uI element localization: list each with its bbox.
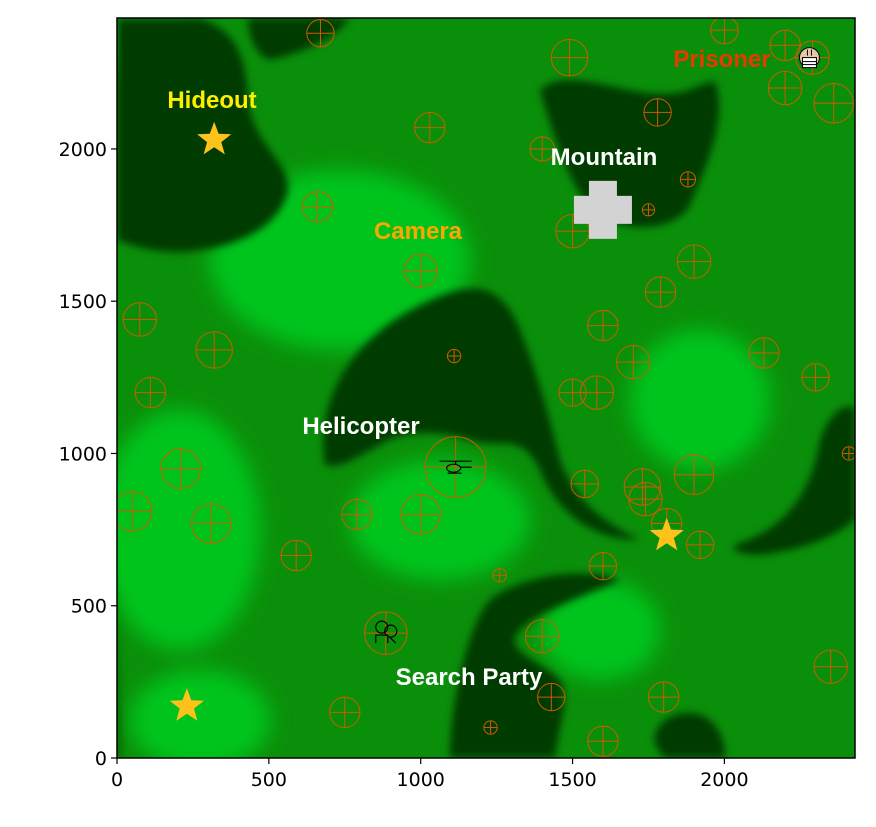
camera-marker (122, 302, 157, 337)
mountain (573, 180, 632, 239)
camera-marker (813, 83, 854, 124)
camera-label: Camera (374, 218, 463, 245)
star-icon (649, 517, 684, 551)
x-tick-label: 1000 (397, 769, 445, 791)
camera-marker (400, 494, 441, 535)
y-tick-label: 500 (71, 596, 107, 618)
camera-marker (570, 469, 599, 499)
camera-marker (813, 649, 848, 684)
camera-marker (134, 376, 167, 409)
x-tick-label: 0 (111, 769, 123, 791)
camera-marker (623, 468, 662, 506)
search-party-label: Search Party (396, 664, 543, 691)
camera-marker (280, 539, 312, 572)
mountain-label: Mountain (551, 144, 658, 171)
camera-marker (301, 191, 334, 223)
camera-marker (550, 38, 589, 77)
camera-marker (306, 19, 335, 48)
prisoner-label: Prisoner (673, 46, 770, 73)
camera-marker (403, 253, 438, 288)
x-tick-label: 2000 (700, 769, 748, 791)
camera-marker (647, 681, 680, 713)
camera-marker (587, 309, 619, 342)
camera-marker (641, 203, 656, 217)
camera-marker (329, 696, 361, 729)
camera-marker (414, 111, 446, 144)
prisoner-icon (798, 47, 820, 69)
y-tick-label: 1500 (59, 291, 107, 313)
camera-marker (628, 481, 663, 517)
mountain-shape-horizontal (573, 195, 632, 224)
camera-marker (195, 331, 233, 369)
camera-marker (685, 530, 715, 559)
y-axis: 0 500 1000 1500 2000 (59, 139, 117, 770)
helicopter-label: Helicopter (302, 413, 419, 440)
x-axis: 0 500 1000 1500 2000 (111, 758, 749, 791)
camera-marker (748, 337, 780, 369)
search-party-icon (375, 620, 398, 644)
x-tick-label: 500 (251, 769, 287, 791)
camera-marker (160, 448, 202, 489)
camera-marker (424, 436, 487, 499)
camera-marker (643, 98, 672, 127)
camera-marker (364, 611, 408, 655)
camera-marker (616, 344, 651, 380)
star-icon (197, 121, 232, 155)
camera-marker (644, 276, 677, 308)
hideout-label: Hideout (167, 87, 256, 114)
camera-marker (841, 446, 855, 461)
star-icon (169, 688, 204, 721)
camera-marker (190, 503, 232, 544)
y-tick-label: 2000 (59, 139, 107, 161)
camera-marker (117, 491, 153, 532)
camera-marker (767, 70, 803, 106)
x-tick-label: 1500 (548, 769, 596, 791)
camera-marker (529, 136, 555, 162)
camera-marker (673, 454, 715, 496)
helicopter-icon (439, 460, 472, 474)
star-markers (169, 121, 684, 721)
camera-marker (676, 244, 712, 279)
camera-marker (679, 171, 697, 188)
camera-marker (524, 618, 560, 654)
camera-marker (587, 725, 619, 757)
camera-marker (446, 348, 462, 364)
plot-frame (116, 17, 856, 759)
camera-marker (710, 18, 739, 45)
terrain-layer (117, 18, 855, 758)
y-tick-label: 0 (95, 748, 107, 770)
y-tick-label: 1000 (59, 443, 107, 465)
camera-marker (341, 498, 373, 531)
camera-marker (579, 375, 615, 410)
camera-field (117, 18, 855, 757)
camera-marker (537, 682, 566, 712)
camera-marker (801, 363, 830, 392)
camera-marker (588, 551, 618, 581)
camera-marker (492, 568, 507, 583)
camera-marker (483, 720, 498, 735)
